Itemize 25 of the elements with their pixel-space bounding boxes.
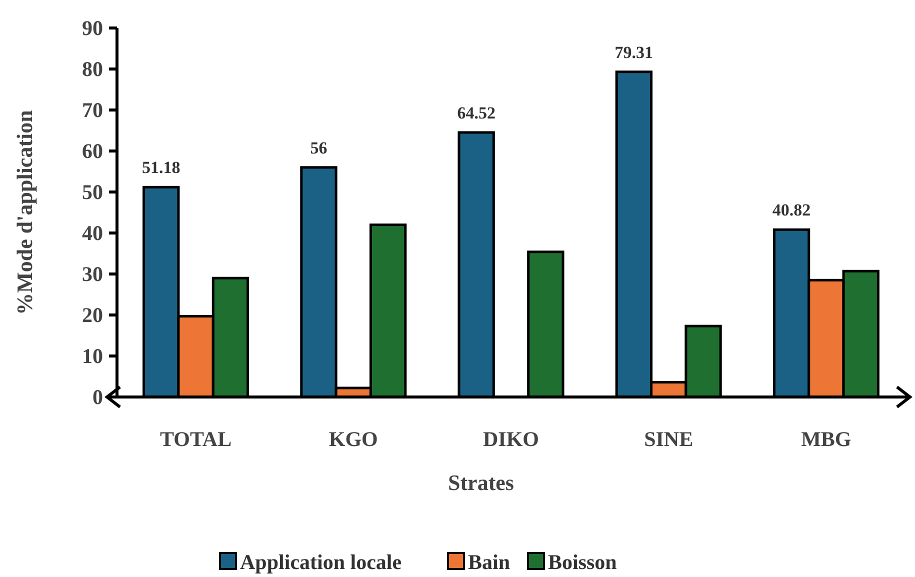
data-label: 56	[310, 138, 328, 158]
y-tick-label: 30	[82, 262, 103, 286]
x-tick-label: KGO	[328, 427, 378, 451]
y-tick-label: 70	[82, 98, 103, 122]
y-tick-label: 90	[82, 16, 103, 40]
y-tick-label: 20	[82, 303, 103, 327]
data-label: 64.52	[457, 103, 496, 122]
x-tick-label: MBG	[801, 427, 852, 451]
y-axis-title: %Mode d'application	[12, 110, 37, 315]
x-axis-title: Strates	[448, 470, 514, 495]
y-tick-label: 10	[82, 344, 103, 368]
x-tick-label: DIKO	[482, 427, 540, 451]
y-tick-label: 0	[92, 385, 103, 409]
y-tick-label: 50	[82, 180, 103, 204]
y-tick-label: 40	[82, 221, 103, 245]
data-label: 40.82	[772, 200, 811, 220]
data-label: 79.31	[614, 42, 654, 62]
x-tick-label: SINE	[644, 427, 694, 451]
legend-label: Bain	[468, 550, 510, 574]
legend-label: Boisson	[548, 550, 618, 574]
legend-label: Application locale	[240, 550, 402, 574]
y-tick-label: 60	[82, 139, 103, 163]
y-tick-label: 80	[82, 57, 103, 81]
x-tick-label: TOTAL	[160, 427, 232, 451]
data-label: 51.18	[142, 158, 180, 178]
